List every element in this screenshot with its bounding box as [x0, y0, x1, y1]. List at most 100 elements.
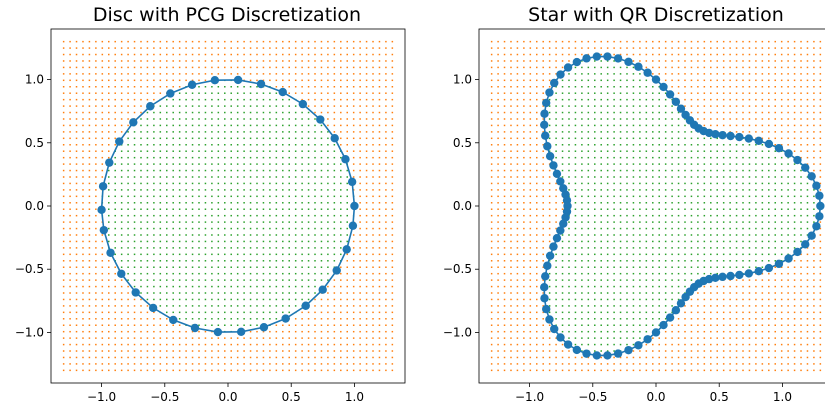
interior-point	[632, 111, 635, 114]
exterior-point	[352, 92, 355, 94]
interior-point	[282, 260, 284, 262]
interior-point	[198, 266, 200, 268]
exterior-point	[346, 40, 348, 43]
interior-point	[256, 266, 258, 268]
exterior-point	[95, 73, 97, 75]
exterior-point	[340, 118, 342, 120]
exterior-point	[385, 73, 387, 75]
exterior-point	[333, 47, 336, 49]
exterior-point	[75, 227, 78, 230]
interior-point	[613, 150, 615, 152]
exterior-point	[108, 350, 110, 352]
interior-point	[198, 234, 200, 236]
exterior-point	[497, 260, 499, 262]
interior-point	[217, 150, 220, 152]
exterior-point	[385, 156, 387, 159]
interior-point	[166, 182, 168, 185]
exterior-point	[314, 369, 316, 372]
interior-point	[587, 195, 590, 198]
interior-point	[275, 98, 278, 101]
exterior-point	[497, 305, 499, 307]
interior-point	[346, 182, 348, 185]
interior-point	[159, 202, 162, 204]
interior-point	[594, 92, 596, 94]
interior-point	[594, 214, 596, 217]
interior-point	[333, 227, 336, 230]
interior-point	[581, 169, 583, 172]
interior-point	[671, 202, 673, 204]
interior-point	[262, 195, 265, 198]
exterior-point	[391, 272, 394, 275]
exterior-point	[529, 182, 532, 185]
interior-point	[671, 234, 673, 236]
exterior-point	[529, 53, 532, 56]
exterior-point	[88, 234, 91, 236]
exterior-point	[716, 124, 718, 127]
exterior-point	[178, 350, 181, 352]
interior-point	[600, 182, 602, 185]
exterior-point	[75, 305, 78, 307]
interior-point	[671, 182, 673, 185]
exterior-point	[677, 86, 680, 88]
exterior-point	[684, 337, 686, 339]
exterior-point	[542, 182, 544, 185]
interior-point	[217, 156, 220, 159]
interior-point	[652, 163, 654, 165]
interior-point	[262, 131, 265, 133]
exterior-point	[365, 195, 368, 198]
exterior-point	[340, 292, 342, 294]
exterior-point	[378, 305, 381, 307]
interior-point	[236, 169, 239, 172]
exterior-point	[320, 324, 323, 326]
exterior-point	[108, 131, 110, 133]
exterior-point	[529, 356, 532, 359]
interior-point	[722, 156, 725, 159]
interior-point	[664, 260, 667, 262]
exterior-point	[301, 330, 303, 333]
exterior-point	[75, 240, 78, 243]
interior-point	[600, 266, 602, 268]
exterior-point	[542, 144, 544, 146]
exterior-point	[748, 53, 751, 56]
exterior-point	[301, 356, 303, 359]
exterior-point	[269, 66, 271, 69]
interior-point	[133, 176, 136, 178]
interior-point	[574, 92, 577, 94]
interior-point	[114, 189, 116, 191]
exterior-point	[619, 356, 622, 359]
exterior-point	[516, 66, 519, 69]
exterior-point	[378, 214, 381, 217]
interior-point	[172, 298, 174, 301]
exterior-point	[626, 40, 628, 43]
exterior-point	[626, 356, 628, 359]
interior-point	[224, 182, 226, 185]
exterior-point	[346, 330, 348, 333]
interior-point	[716, 189, 718, 191]
exterior-point	[88, 279, 91, 281]
interior-point	[710, 208, 712, 210]
interior-point	[178, 150, 181, 152]
exterior-point	[755, 330, 757, 333]
interior-point	[613, 311, 615, 314]
exterior-point	[516, 98, 519, 101]
exterior-point	[645, 40, 648, 43]
interior-point	[153, 176, 155, 178]
exterior-point	[516, 176, 519, 178]
exterior-point	[327, 98, 329, 101]
exterior-point	[652, 53, 654, 56]
exterior-point	[613, 369, 615, 372]
interior-point	[619, 144, 622, 146]
interior-point	[645, 266, 648, 268]
interior-point	[275, 298, 278, 301]
exterior-point	[529, 189, 532, 191]
exterior-point	[101, 176, 104, 178]
interior-point	[548, 298, 551, 301]
interior-point	[198, 324, 200, 326]
exterior-point	[503, 266, 506, 268]
exterior-point	[88, 311, 91, 314]
exterior-point	[378, 156, 381, 159]
interior-point	[166, 214, 168, 217]
interior-point	[619, 86, 622, 88]
exterior-point	[742, 298, 744, 301]
exterior-point	[652, 60, 654, 62]
